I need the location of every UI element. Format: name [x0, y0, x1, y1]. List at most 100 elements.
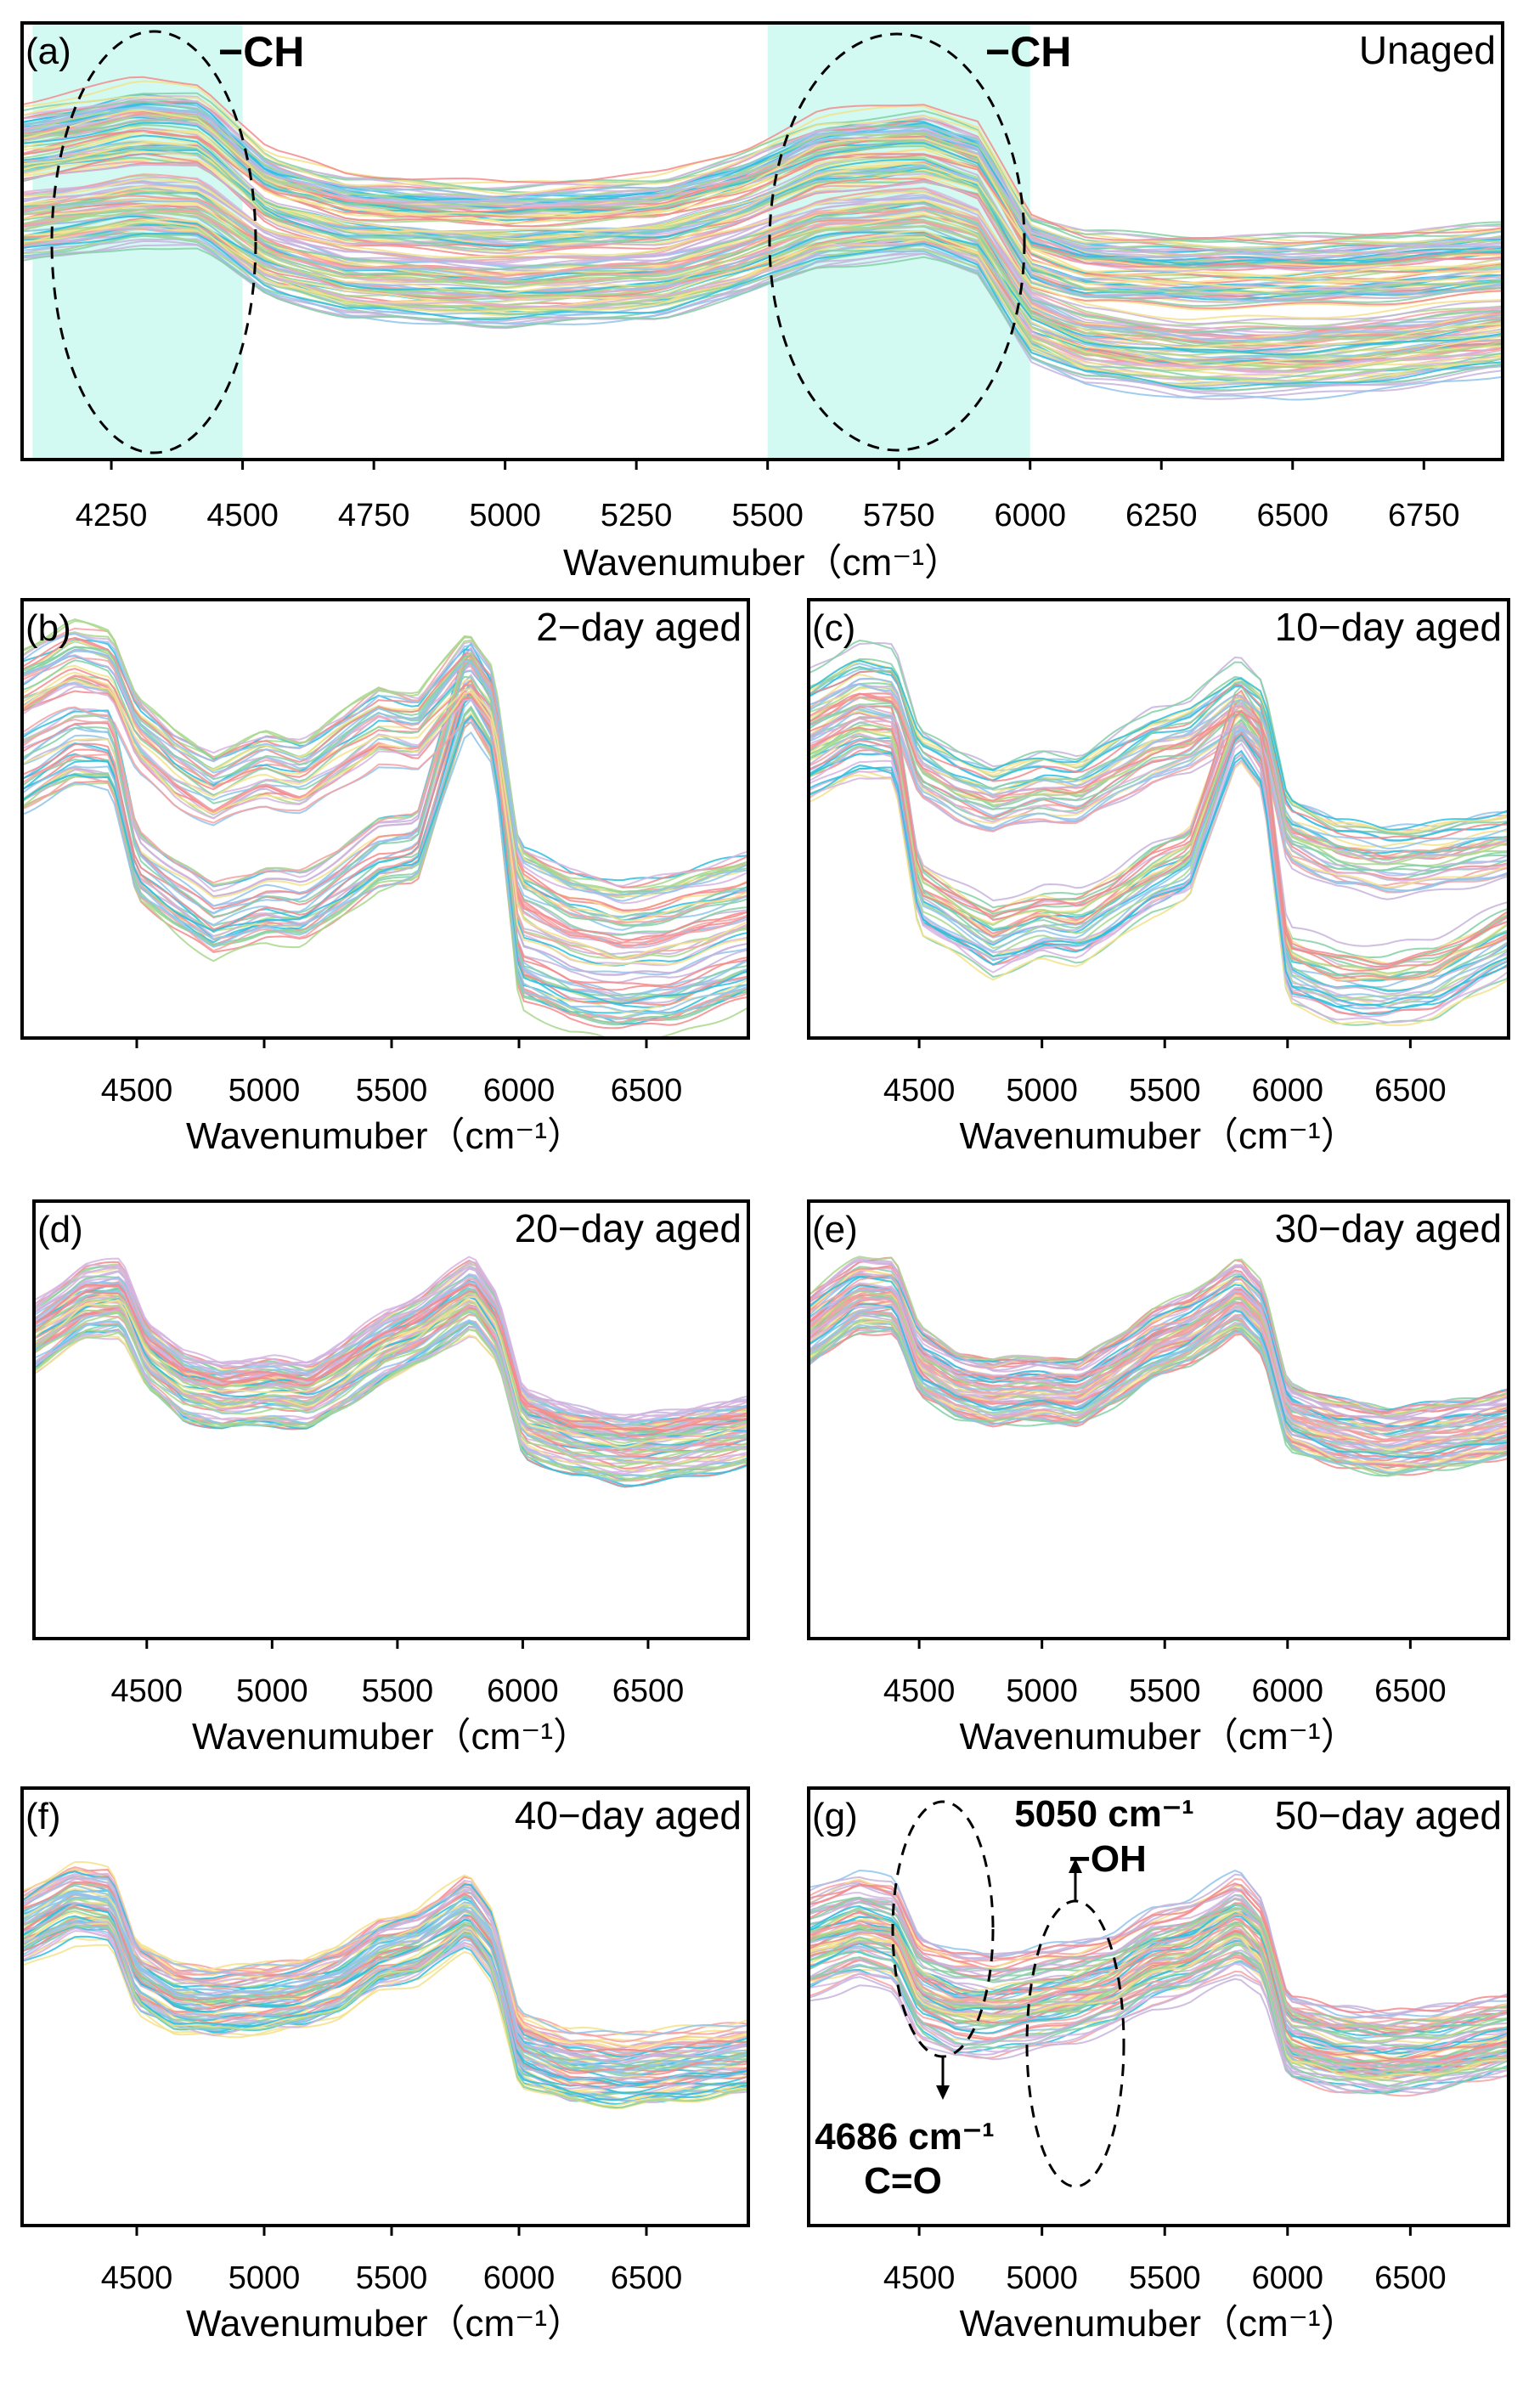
panel-title: 20−day aged [515, 1206, 742, 1250]
spectrum-line [22, 679, 748, 961]
x-tick-label: 5500 [356, 1073, 428, 1109]
spectrum-line [809, 709, 1509, 968]
spectrum-line [809, 1282, 1509, 1439]
x-tick-label: 5500 [1129, 1073, 1201, 1109]
spectrum-line [809, 1951, 1509, 2095]
spectrum-line [809, 1318, 1509, 1457]
x-tick-label: 6000 [483, 2260, 556, 2296]
x-tick-label: 5000 [1006, 1073, 1078, 1109]
x-axis-label: Wavenumuber（cm⁻¹） [959, 2303, 1357, 2344]
spectrum-line [22, 114, 1503, 257]
panel-title: 2−day aged [536, 605, 742, 649]
x-tick-label: 5750 [863, 498, 935, 533]
spectrum-line [22, 145, 1503, 296]
spectrum-line [34, 1295, 748, 1447]
spectrum-line [22, 212, 1503, 363]
x-tick-label: 6000 [483, 1073, 556, 1109]
spectrum-line [809, 1906, 1509, 2033]
spectrum-line [22, 1887, 748, 2048]
spectrum-line [22, 215, 1503, 356]
spectra-curves [22, 1860, 748, 2110]
spectrum-line [809, 1927, 1509, 2052]
spectrum-line [809, 1961, 1509, 2082]
spectrum-line [809, 683, 1509, 850]
panel-b: 4500 5000 5500 6000 6500 Wavenumuber（cm⁻¹） (b)… [20, 598, 750, 1157]
x-tick-label: 6000 [1252, 1673, 1324, 1709]
spectrum-line [809, 692, 1509, 860]
spectrum-line [22, 659, 748, 927]
x-tick-label: 6500 [611, 2260, 683, 2296]
spectrum-line [809, 710, 1509, 889]
spectrum-line [22, 706, 748, 949]
spectrum-line [22, 76, 1503, 245]
spectrum-line [34, 1326, 748, 1475]
spectrum-line [22, 1907, 748, 2067]
x-tick-label: 6750 [1388, 498, 1460, 533]
spectrum-line [22, 95, 1503, 249]
spectrum-line [809, 734, 1509, 992]
spectrum-line [22, 633, 748, 902]
spectrum-line [809, 1893, 1509, 2029]
spectrum-line [809, 702, 1509, 872]
spectrum-line [809, 1285, 1509, 1426]
spectrum-line [809, 1915, 1509, 2055]
spectrum-line [809, 1924, 1509, 2074]
x-tick-label: 6500 [1374, 1073, 1447, 1109]
spectrum-line [809, 1255, 1509, 1417]
spectrum-line [22, 731, 748, 1014]
panel-letter: (e) [812, 1209, 858, 1250]
spectrum-line [809, 701, 1509, 947]
spectrum-line [809, 709, 1509, 892]
panel-letter: (a) [25, 31, 71, 72]
spectrum-line [809, 1303, 1509, 1446]
spectrum-line [34, 1305, 748, 1453]
spectrum-line [22, 118, 1503, 273]
spectrum-line [22, 647, 748, 976]
panel-a: 4250 4500 4750 5000 5250 5500 5750 6000 6250 6500… [20, 21, 1504, 584]
spectrum-line [809, 696, 1509, 966]
x-axis-label: Wavenumuber（cm⁻¹） [186, 1115, 584, 1157]
spectrum-line [22, 92, 1503, 243]
panel-letter: (g) [812, 1796, 858, 1837]
spectrum-line [809, 1873, 1509, 2019]
spectrum-line [22, 141, 1503, 285]
spectrum-line [22, 674, 748, 936]
spectrum-line [809, 1962, 1509, 2092]
plot-frame [20, 598, 750, 1040]
annotation-ch-right: −CH [985, 28, 1071, 76]
spectrum-line [22, 652, 748, 991]
spectrum-line [22, 1902, 748, 2085]
spectrum-line [809, 1306, 1509, 1460]
spectrum-line [809, 1930, 1509, 2064]
plot-frame [807, 1199, 1510, 1640]
x-axis-label: Wavenumuber（cm⁻¹） [959, 1716, 1357, 1758]
x-tick-label: 6500 [1256, 498, 1328, 533]
x-tick-label: 6000 [1252, 1073, 1324, 1109]
spectrum-line [809, 1906, 1509, 2032]
spectrum-line [809, 706, 1509, 893]
x-tick-label: 6000 [994, 498, 1066, 533]
plot-frame [20, 1786, 750, 2227]
spectrum-line [22, 105, 1503, 259]
spectrum-line [22, 178, 1503, 320]
x-tick-label: 5500 [731, 498, 804, 533]
region-ellipse-right [768, 32, 1026, 452]
spectrum-line [34, 1255, 748, 1418]
x-tick-label: 4250 [76, 498, 148, 533]
spectrum-line [809, 1323, 1509, 1474]
spectrum-line [22, 671, 748, 922]
spectrum-line [809, 696, 1509, 858]
spectrum-line [809, 670, 1509, 855]
spectrum-line [809, 1303, 1509, 1459]
spectrum-line [809, 1882, 1509, 2014]
annotation-oh-group: −OH [1069, 1838, 1147, 1880]
spectrum-line [809, 1897, 1509, 2045]
annotation-co-wavenumber: 4686 cm⁻¹ [815, 2116, 995, 2158]
spectrum-line [22, 705, 748, 1024]
panel-letter: (d) [37, 1209, 83, 1250]
panel-title: 40−day aged [515, 1793, 742, 1837]
x-tick-label: 6000 [1252, 2260, 1324, 2296]
x-tick-label: 4500 [883, 1673, 956, 1709]
x-tick-label: 5000 [1006, 1673, 1078, 1709]
spectrum-line [22, 118, 1503, 268]
